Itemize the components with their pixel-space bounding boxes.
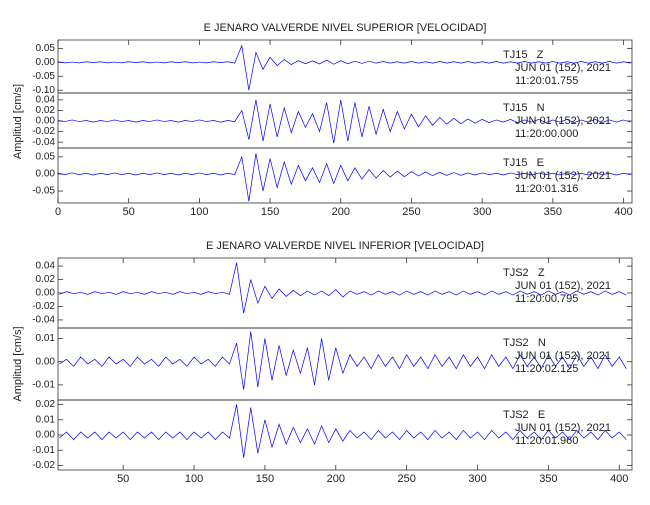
x-tick-label: 250 xyxy=(397,473,415,485)
x-tick-label: 350 xyxy=(539,473,557,485)
time-label: 11:20:02.125 xyxy=(515,363,578,375)
waveform xyxy=(57,44,631,91)
station-label: TJS2 N xyxy=(503,337,546,349)
y-tick-label: 0.00 xyxy=(36,288,56,299)
time-label: 11:20:01.755 xyxy=(515,75,578,87)
y-tick-label: -0.02 xyxy=(32,460,55,471)
y-tick-label: -0.05 xyxy=(32,186,55,197)
x-tick-label: 300 xyxy=(473,206,491,218)
date-label: JUN 01 (152), 2021 xyxy=(515,115,611,127)
x-tick-label: 300 xyxy=(468,473,486,485)
waveform xyxy=(59,262,627,314)
station-label: TJ15 E xyxy=(503,157,544,169)
date-label: JUN 01 (152), 2021 xyxy=(515,62,611,74)
date-label: JUN 01 (152), 2021 xyxy=(515,422,611,434)
y-tick-label: 0.00 xyxy=(36,116,56,127)
y-tick-label: -0.01 xyxy=(32,445,55,456)
x-tick-label: 50 xyxy=(123,206,135,218)
time-label: 11:20:00.795 xyxy=(515,293,578,305)
y-tick-label: 0.00 xyxy=(36,430,56,441)
waveform xyxy=(57,99,631,144)
time-label: 11:20:00.000 xyxy=(515,128,578,140)
x-tick-label: 350 xyxy=(544,206,562,218)
y-tick-label: 0.02 xyxy=(36,105,56,116)
waveform xyxy=(59,404,627,458)
station-label: TJS2 Z xyxy=(503,267,545,279)
x-tick-label: 150 xyxy=(256,473,274,485)
chart-title: E JENARO VALVERDE NIVEL SUPERIOR [VELOCI… xyxy=(204,22,487,34)
date-label: JUN 01 (152), 2021 xyxy=(515,170,611,182)
y-axis-label: Amplitud [cm/s] xyxy=(12,84,24,159)
y-tick-label: -0.10 xyxy=(32,85,55,96)
y-tick-label: -0.04 xyxy=(32,137,55,148)
station-label: TJ15 N xyxy=(503,102,545,114)
x-tick-label: 400 xyxy=(614,206,632,218)
y-tick-label: 0.01 xyxy=(36,333,56,344)
y-tick-label: 0.04 xyxy=(36,261,56,272)
y-tick-label: -0.02 xyxy=(32,126,55,137)
y-tick-label: -0.01 xyxy=(32,380,55,391)
waveform xyxy=(57,153,631,202)
y-tick-label: -0.02 xyxy=(32,301,55,312)
x-tick-label: 0 xyxy=(55,206,61,218)
y-tick-label: 0.00 xyxy=(36,169,56,180)
station-label: TJS2 E xyxy=(503,409,545,421)
y-tick-label: -0.05 xyxy=(32,71,55,82)
y-tick-label: 0.02 xyxy=(36,399,56,410)
chart-title: E JENARO VALVERDE NIVEL INFERIOR [VELOCI… xyxy=(206,240,484,252)
date-label: JUN 01 (152), 2021 xyxy=(515,280,611,292)
y-tick-label: 0.02 xyxy=(36,274,56,285)
y-tick-label: 0.05 xyxy=(36,152,56,163)
x-tick-label: 250 xyxy=(402,206,420,218)
x-tick-label: 400 xyxy=(610,473,628,485)
x-tick-label: 100 xyxy=(190,206,208,218)
y-axis-label: Amplitud [cm/s] xyxy=(12,326,24,401)
y-tick-label: 0.04 xyxy=(36,95,56,106)
time-label: 11:20:01.316 xyxy=(515,183,578,195)
x-tick-label: 100 xyxy=(185,473,203,485)
x-tick-label: 200 xyxy=(327,473,345,485)
station-label: TJ15 Z xyxy=(503,49,544,61)
x-tick-label: 150 xyxy=(261,206,279,218)
waveform xyxy=(59,331,627,390)
x-tick-label: 200 xyxy=(332,206,350,218)
y-tick-label: 0.00 xyxy=(36,57,56,68)
y-tick-label: -0.04 xyxy=(32,315,55,326)
time-label: 11:20:01.960 xyxy=(515,435,578,447)
y-tick-label: 0.00 xyxy=(36,356,56,367)
y-tick-label: 0.05 xyxy=(36,43,56,54)
date-label: JUN 01 (152), 2021 xyxy=(515,350,611,362)
y-tick-label: 0.01 xyxy=(36,414,56,425)
panel-frame xyxy=(57,147,633,204)
x-tick-label: 50 xyxy=(117,473,129,485)
